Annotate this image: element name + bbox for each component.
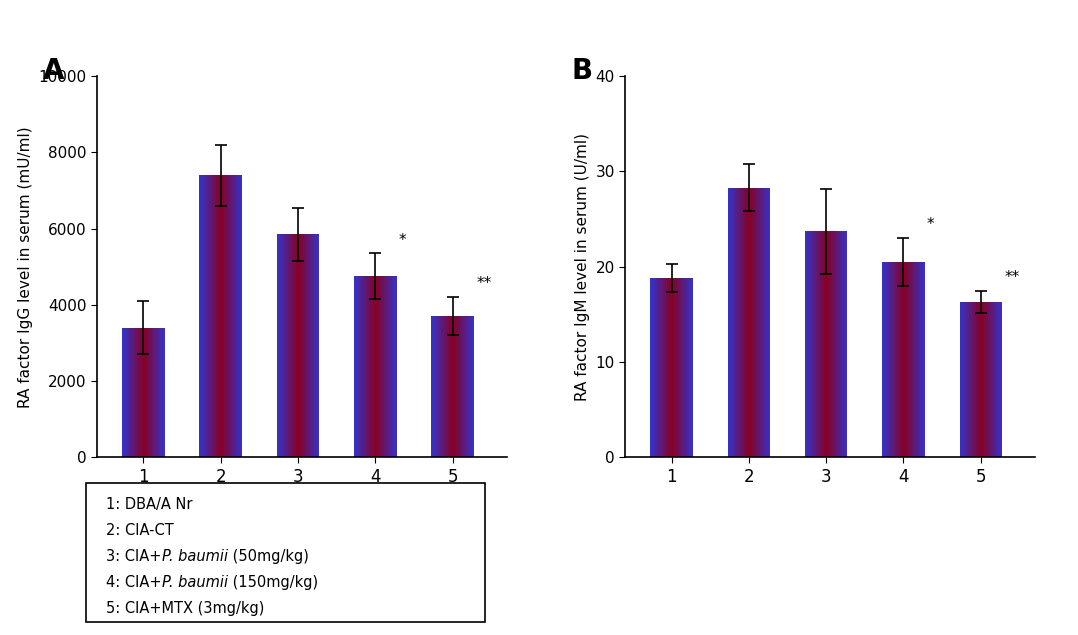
Text: 3: CIA+: 3: CIA+: [106, 549, 162, 564]
Y-axis label: RA factor IgG level in serum (mU/ml): RA factor IgG level in serum (mU/ml): [18, 126, 33, 408]
Text: **: **: [1005, 270, 1020, 284]
Y-axis label: RA factor IgM level in serum (U/ml): RA factor IgM level in serum (U/ml): [575, 133, 590, 401]
Text: 1: DBA/A Nr: 1: DBA/A Nr: [106, 497, 193, 512]
Text: **: **: [476, 276, 492, 291]
Text: A: A: [43, 57, 65, 85]
Text: (50mg/kg): (50mg/kg): [227, 549, 308, 564]
Text: P. baumii: P. baumii: [162, 549, 227, 564]
Text: B: B: [571, 57, 593, 85]
Text: 2: CIA-CT: 2: CIA-CT: [106, 523, 174, 538]
Text: 5: CIA+MTX (3mg/kg): 5: CIA+MTX (3mg/kg): [106, 601, 264, 616]
Text: P. baumii: P. baumii: [162, 575, 227, 590]
Text: (150mg/kg): (150mg/kg): [227, 575, 318, 590]
Text: *: *: [399, 232, 406, 248]
FancyBboxPatch shape: [86, 483, 485, 622]
Text: 4: CIA+: 4: CIA+: [106, 575, 162, 590]
Text: *: *: [927, 217, 935, 232]
